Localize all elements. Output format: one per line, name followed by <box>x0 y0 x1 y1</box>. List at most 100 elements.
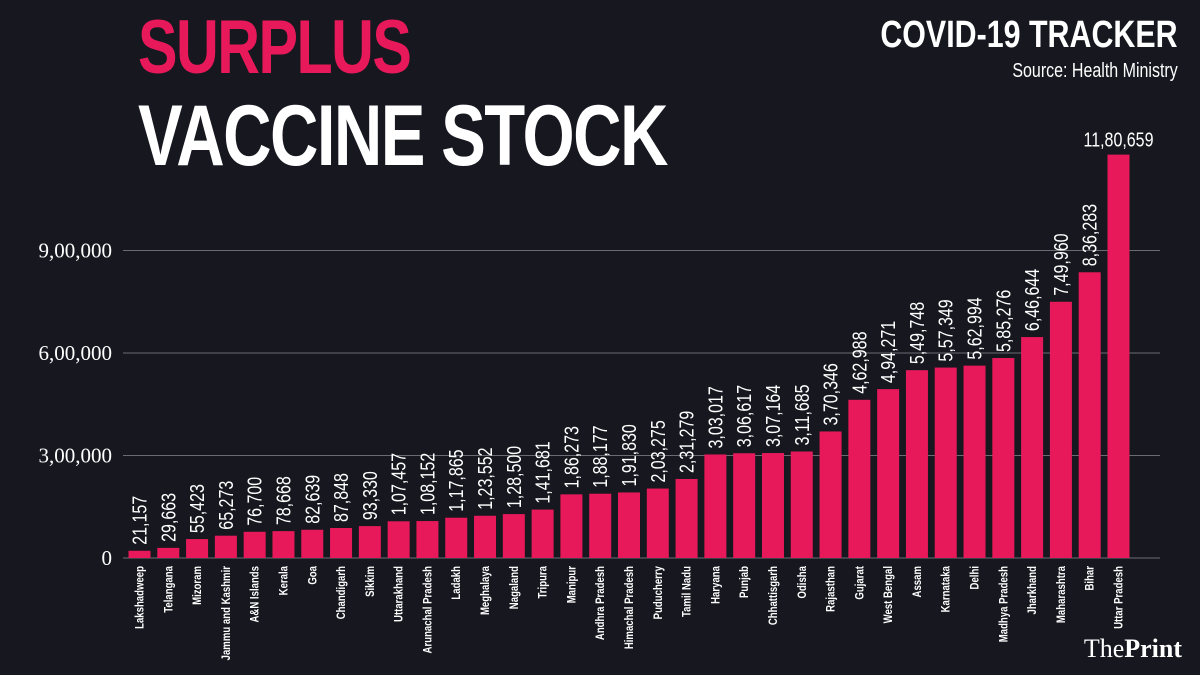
x-tick-label: A&N Islands <box>249 566 262 623</box>
x-tick-label: Goa <box>306 565 319 585</box>
value-labels: 21,157 29,663 55,423 65,273 76,700 78,668 82,6… <box>129 129 1154 545</box>
x-tick-label: Sikkim <box>364 566 377 597</box>
x-tick-label: Telangana <box>162 565 175 613</box>
bar <box>589 493 612 558</box>
bar <box>905 370 928 558</box>
bar <box>704 454 727 558</box>
bar <box>963 365 986 558</box>
bar <box>531 509 554 558</box>
bar <box>618 492 640 558</box>
bar <box>934 367 957 558</box>
value-label: 3,03,017 <box>705 386 727 448</box>
value-label: 1,07,457 <box>388 453 410 515</box>
x-tick-label: Delhi <box>969 566 982 589</box>
value-label: 1,91,830 <box>618 424 640 486</box>
x-tick-label: Jammu and Kashmir <box>220 565 233 660</box>
bar <box>560 494 583 558</box>
x-tick-label: Punjab <box>738 566 751 598</box>
value-label: 6,46,644 <box>1021 269 1043 331</box>
value-label: 7,49,960 <box>1050 233 1072 295</box>
value-label: 93,330 <box>359 471 381 520</box>
bar <box>675 478 698 558</box>
bar <box>1107 154 1130 559</box>
x-tick-label: Chhattisgarh <box>767 566 780 625</box>
value-label: 5,62,994 <box>964 297 986 359</box>
bar <box>445 517 468 558</box>
x-tick-label: West Bengal <box>882 566 895 623</box>
x-tick-label: Haryana <box>709 565 722 604</box>
value-label: 78,668 <box>273 476 295 525</box>
x-tick-label: Uttarakhand <box>393 566 406 622</box>
headline-vaccine-stock: VACCINE STOCK <box>138 88 668 184</box>
x-tick-label: Bihar <box>1084 565 1097 590</box>
value-label: 29,663 <box>158 493 180 542</box>
y-axis: 0 3,00,000 6,00,000 9,00,000 <box>39 239 113 571</box>
x-tick-label: Arunachal Pradesh <box>422 566 435 653</box>
gridlines <box>123 250 1160 559</box>
x-tick-label: Ladakh <box>450 566 463 600</box>
x-tick-label: Kerala <box>278 565 291 595</box>
value-label: 82,639 <box>302 475 324 524</box>
value-label: 21,157 <box>129 496 151 545</box>
bar <box>243 531 266 558</box>
value-label: 3,11,685 <box>791 384 813 445</box>
bar <box>761 453 784 558</box>
value-label: 76,700 <box>244 477 266 526</box>
x-tick-label: Uttar Pradesh <box>1113 566 1126 629</box>
value-label: 3,70,346 <box>820 363 842 425</box>
bar <box>330 527 353 558</box>
value-label: 65,273 <box>215 481 237 530</box>
source-note: Source: Health Ministry <box>1012 60 1178 82</box>
bar <box>646 488 669 558</box>
x-tick-label: Rajasthan <box>825 566 838 612</box>
x-tick-label: Meghalaya <box>479 565 492 615</box>
x-axis-labels: Lakshadweep Telangana Mizoram Jammu and Kas… <box>134 565 1126 660</box>
value-label: 1,28,500 <box>503 446 525 508</box>
x-tick-label: Tripura <box>537 565 550 598</box>
bar <box>157 547 180 558</box>
value-label: 1,86,273 <box>561 426 583 488</box>
value-label: 3,07,164 <box>762 385 784 447</box>
x-tick-label: Karnataka <box>940 565 953 612</box>
x-tick-label: Nagaland <box>508 566 521 609</box>
value-label: 1,23,552 <box>474 448 496 510</box>
bar <box>848 399 871 558</box>
bars <box>128 154 1130 559</box>
brand-the: The <box>1083 634 1125 663</box>
x-tick-label: Tamil Nadu <box>681 566 694 617</box>
x-tick-label: Andhra Pradesh <box>594 566 607 640</box>
y-tick-label: 6,00,000 <box>39 341 113 365</box>
bar <box>358 526 381 558</box>
bar <box>1078 272 1101 558</box>
bar <box>272 531 295 558</box>
theprint-logo: ThePrint <box>1084 635 1182 663</box>
x-tick-label: Puducherry <box>652 566 665 619</box>
value-label: 55,423 <box>186 484 208 533</box>
bar <box>186 539 209 558</box>
value-label: 1,41,681 <box>532 441 554 503</box>
x-tick-label: Jharkhand <box>1026 566 1039 615</box>
brand-print: Print <box>1124 634 1182 663</box>
value-label: 5,49,748 <box>906 302 928 364</box>
x-tick-label: Mizoram <box>191 566 204 605</box>
value-label: 2,03,275 <box>647 420 669 482</box>
bar <box>502 514 525 558</box>
bar <box>416 521 439 558</box>
bar <box>301 529 324 558</box>
bar <box>1049 301 1072 558</box>
bar <box>790 451 813 558</box>
x-tick-label: Maharashtra <box>1055 565 1068 623</box>
x-tick-label: Madhya Pradesh <box>997 566 1010 642</box>
bar <box>474 515 497 558</box>
value-label: 1,17,865 <box>446 449 468 511</box>
value-label: 2,31,279 <box>676 411 698 473</box>
value-label: 87,848 <box>330 473 352 522</box>
x-tick-label: Odisha <box>796 565 809 598</box>
value-label: 1,08,152 <box>417 453 439 515</box>
headline-surplus: SURPLUS <box>138 5 412 90</box>
value-label: 3,06,617 <box>734 385 756 447</box>
bar <box>128 550 151 558</box>
bar <box>214 535 237 558</box>
value-label: 8,36,283 <box>1079 204 1101 266</box>
